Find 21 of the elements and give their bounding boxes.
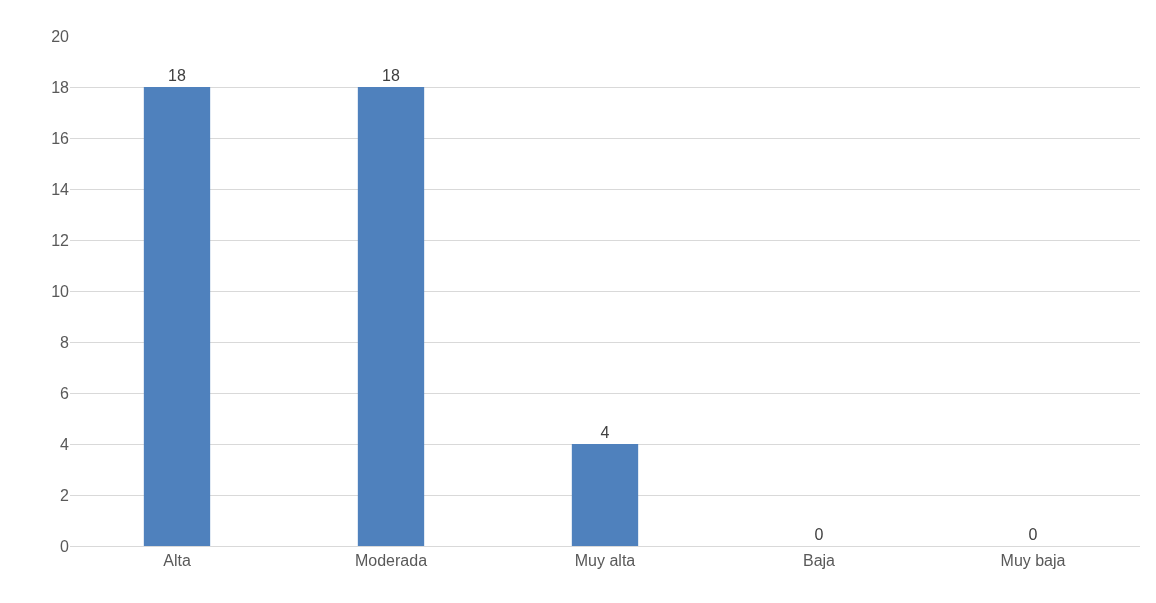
x-tick-label: Muy alta	[574, 552, 636, 570]
y-tick-label: 16	[51, 129, 70, 147]
x-tick-label: Alta	[163, 552, 191, 570]
x-tick-label: Moderada	[354, 552, 428, 570]
data-label: 0	[814, 526, 824, 543]
y-tick-label: 0	[60, 537, 70, 555]
y-tick-label: 18	[51, 78, 70, 96]
y-tick-label: 8	[60, 333, 70, 351]
y-tick-label: 12	[51, 231, 70, 249]
y-tick-label: 20	[51, 27, 70, 45]
y-tick-label: 10	[51, 282, 70, 300]
x-tick-label: Baja	[802, 552, 836, 570]
x-tick-label: Muy baja	[1000, 552, 1066, 570]
y-tick-label: 2	[60, 486, 70, 504]
data-label: 18	[168, 67, 186, 84]
y-tick-label: 4	[60, 435, 70, 453]
data-label: 4	[600, 424, 610, 441]
y-tick-label: 6	[60, 384, 70, 402]
data-label: 18	[382, 67, 400, 84]
data-label: 0	[1028, 526, 1038, 543]
y-tick-label: 14	[51, 180, 70, 198]
